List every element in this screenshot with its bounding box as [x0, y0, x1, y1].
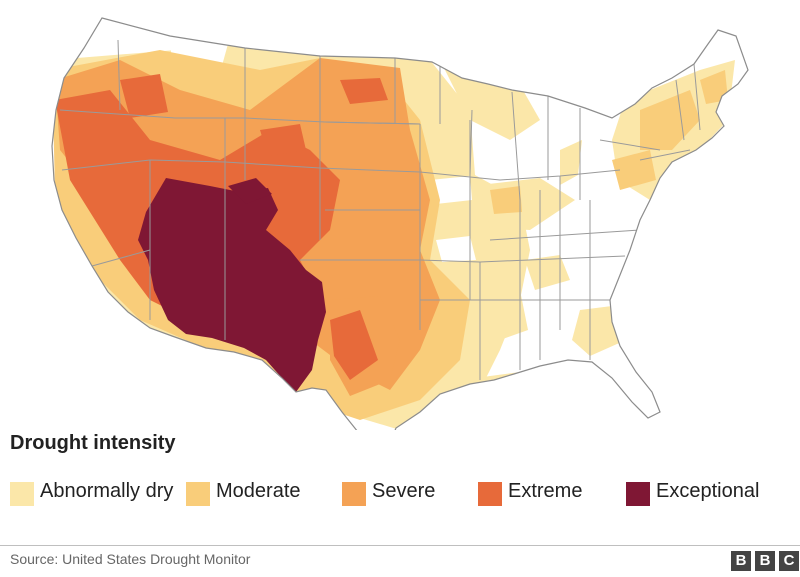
us-drought-map [51, 17, 749, 430]
footer-divider [0, 545, 800, 546]
bbc-logo-letter: C [779, 551, 799, 571]
legend-label: Exceptional [656, 480, 760, 502]
legend-label: Extreme [508, 480, 583, 502]
state-borders [59, 39, 701, 380]
exceptional-areas [138, 178, 326, 392]
legend-swatch [10, 482, 34, 506]
legend-swatch [186, 482, 210, 506]
legend-label: Moderate [216, 480, 301, 502]
bbc-logo-letter: B [755, 551, 775, 571]
legend-label: Severe [372, 480, 436, 502]
legend-label: Abnormally dry [40, 480, 174, 502]
legend-swatch [626, 482, 650, 506]
bbc-logo-letter: B [731, 551, 751, 571]
us-outline [51, 17, 749, 430]
source-credit: Source: United States Drought Monitor [10, 551, 251, 567]
drought-areas [52, 40, 735, 430]
legend-swatch [478, 482, 502, 506]
legend-title: Drought intensity [10, 432, 176, 454]
legend-swatch [342, 482, 366, 506]
